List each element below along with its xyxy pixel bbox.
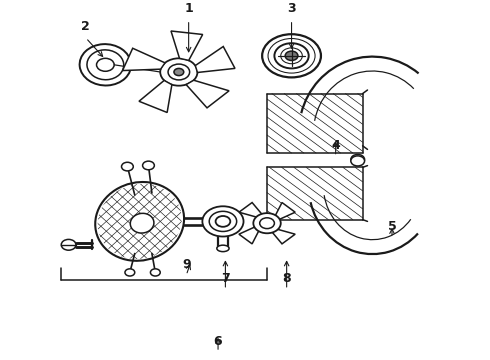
Circle shape — [125, 269, 135, 276]
Circle shape — [285, 51, 298, 60]
Circle shape — [274, 43, 309, 68]
Text: 5: 5 — [388, 220, 396, 233]
Circle shape — [216, 216, 230, 227]
Polygon shape — [239, 203, 263, 217]
Circle shape — [174, 68, 184, 76]
Text: 2: 2 — [81, 21, 90, 33]
Text: 4: 4 — [331, 139, 340, 152]
Circle shape — [262, 34, 321, 77]
Ellipse shape — [95, 182, 184, 261]
Polygon shape — [275, 203, 295, 220]
Circle shape — [160, 58, 197, 86]
Text: 3: 3 — [287, 3, 296, 15]
Circle shape — [268, 39, 315, 73]
Ellipse shape — [79, 44, 131, 85]
Polygon shape — [122, 48, 165, 71]
Circle shape — [97, 58, 114, 71]
Polygon shape — [271, 229, 295, 244]
Circle shape — [150, 269, 160, 276]
Circle shape — [168, 64, 190, 80]
Ellipse shape — [87, 50, 124, 80]
Circle shape — [351, 154, 365, 165]
Text: 6: 6 — [214, 335, 222, 348]
Circle shape — [209, 211, 237, 231]
Polygon shape — [239, 226, 259, 244]
Polygon shape — [139, 80, 172, 112]
Circle shape — [122, 162, 133, 171]
Circle shape — [143, 161, 154, 170]
Ellipse shape — [130, 213, 154, 233]
Polygon shape — [196, 46, 235, 72]
Circle shape — [202, 206, 244, 237]
Text: 1: 1 — [184, 3, 193, 15]
Ellipse shape — [217, 245, 229, 252]
Text: 8: 8 — [282, 273, 291, 285]
Polygon shape — [171, 31, 203, 60]
Circle shape — [281, 48, 302, 64]
Circle shape — [351, 156, 365, 166]
Text: 7: 7 — [221, 273, 230, 285]
Circle shape — [61, 239, 76, 250]
Circle shape — [260, 218, 274, 229]
Circle shape — [253, 213, 281, 233]
Polygon shape — [186, 80, 229, 108]
Text: 9: 9 — [182, 258, 191, 271]
